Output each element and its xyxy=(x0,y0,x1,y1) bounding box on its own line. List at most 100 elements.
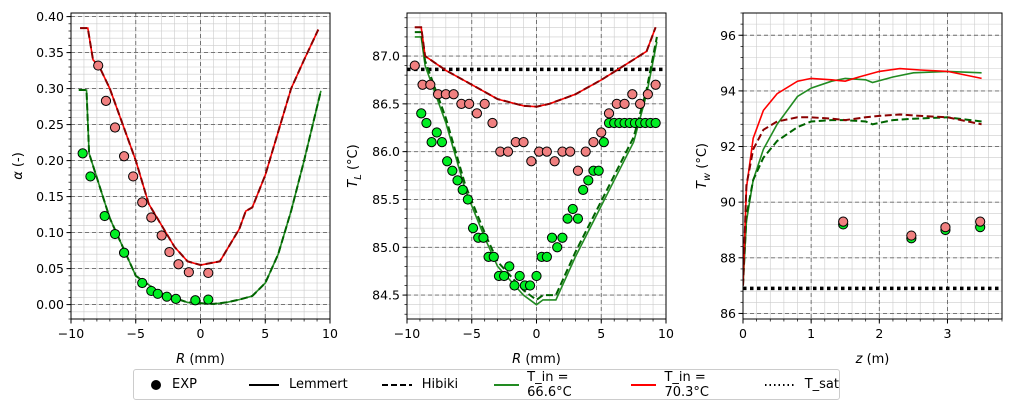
exp-point-mgreen xyxy=(567,203,578,215)
x-tick-label: 2 xyxy=(875,326,883,341)
legend-tin1-label: T_in = 66.6°C xyxy=(527,369,572,400)
exp-point-mgreen xyxy=(436,136,448,148)
legend-hibiki-line xyxy=(381,383,412,386)
y-axis-label: α (-) xyxy=(11,152,26,180)
exp-point-mgreen xyxy=(578,184,589,196)
exp-point-mred xyxy=(838,216,849,227)
y-tick-label: 0.40 xyxy=(36,9,64,24)
panel-2: −10 −5 0 5 10 84.5 85.0 85.5 86.0 86.5 87.0 R (mm) T… xyxy=(346,12,674,365)
y-tick-label: 90 xyxy=(720,195,736,210)
y-tick-label: 0.35 xyxy=(36,45,64,60)
exp-point-mgreen xyxy=(421,117,432,129)
x-tick-label: −10 xyxy=(394,326,420,341)
exp-point-mred xyxy=(627,89,638,100)
exp-point-mgreen xyxy=(457,184,468,196)
legend-lemmert: Lemmert xyxy=(248,377,348,392)
x-tick-label: 0 xyxy=(197,326,205,341)
axes-frame xyxy=(742,12,1003,320)
exp-point-mred xyxy=(526,156,537,167)
legend-tin2-label: T_in = 70.3°C xyxy=(664,369,709,400)
exp-point-mred xyxy=(642,89,653,100)
legend-hibiki-label: Hibiki xyxy=(421,377,459,392)
legend-tin1: T_in = 66.6°C xyxy=(494,370,597,400)
legend-exp-marker xyxy=(151,379,161,390)
series-line-green-solid xyxy=(743,70,982,286)
x-tick-label: 0 xyxy=(533,326,541,341)
y-tick-label: 96 xyxy=(720,28,736,43)
exp-point-mred xyxy=(128,171,139,182)
y-tick-label: 0.25 xyxy=(36,117,64,132)
x-tick-label: −10 xyxy=(58,326,84,341)
exp-point-mgreen xyxy=(99,210,110,222)
exp-point-mgreen xyxy=(442,156,453,167)
x-tick-label: 10 xyxy=(322,326,338,341)
exp-point-mred xyxy=(541,146,552,157)
exp-point-mgreen xyxy=(552,242,563,253)
legend-exp-label: EXP xyxy=(172,377,197,392)
x-axis-label: R (mm) xyxy=(176,352,225,365)
series-line-dgreen-dashed xyxy=(743,116,982,286)
exp-point-mred xyxy=(906,230,917,241)
x-tick-label: 5 xyxy=(597,326,605,341)
x-tick-label: −5 xyxy=(127,326,145,341)
y-tick-label: 0.05 xyxy=(36,261,64,276)
exp-point-mgreen xyxy=(152,288,163,299)
y-tick-label: 0.30 xyxy=(36,81,64,96)
exp-point-mred xyxy=(502,146,514,157)
series-line-green-solid xyxy=(414,36,658,306)
exp-point-mgreen xyxy=(546,232,558,243)
exp-point-mgreen xyxy=(583,175,594,186)
exp-point-mgreen xyxy=(161,291,172,302)
y-tick-label: 0.20 xyxy=(36,153,64,168)
exp-point-mgreen xyxy=(650,117,661,129)
exp-point-mgreen xyxy=(557,232,568,243)
y-tick-label: 86.5 xyxy=(372,96,400,111)
series-line-dred-dashed xyxy=(743,113,982,286)
exp-point-mred xyxy=(156,230,167,241)
exp-point-mred xyxy=(464,98,475,109)
exp-point-mred xyxy=(409,60,420,71)
exp-point-mred xyxy=(109,122,121,133)
exp-point-mred xyxy=(183,267,194,278)
exp-point-mred xyxy=(975,216,986,227)
panel-1: −10 −5 0 5 10 0.00 0.05 0.10 0.15 0.20 0.25 0.30 0.3… xyxy=(11,9,338,365)
exp-point-mred xyxy=(650,79,661,90)
exp-point-mgreen xyxy=(499,270,510,282)
exp-point-mgreen xyxy=(452,175,463,186)
x-tick-label: 10 xyxy=(658,326,674,341)
legend-tsat-label: T_sat xyxy=(804,377,839,392)
y-tick-label: 86 xyxy=(720,306,736,321)
exp-point-mgreen xyxy=(509,280,520,291)
exp-point-mred xyxy=(164,246,175,258)
exp-point-mgreen xyxy=(109,228,121,240)
y-axis-label: TL (°C) xyxy=(346,144,364,187)
exp-point-mred xyxy=(603,108,615,119)
legend-tin2-line xyxy=(631,383,657,386)
plot-area xyxy=(77,27,322,306)
y-tick-label: 0.10 xyxy=(36,225,64,240)
y-tick-label: 87.0 xyxy=(372,49,400,64)
exp-point-mgreen xyxy=(462,194,473,205)
plot-area xyxy=(743,67,1002,291)
x-tick-label: 5 xyxy=(261,326,269,341)
exp-point-mred xyxy=(565,146,576,157)
exp-point-mgreen xyxy=(170,293,181,304)
exp-point-mgreen xyxy=(416,108,427,119)
exp-point-mred xyxy=(549,156,560,167)
exp-point-mgreen xyxy=(488,251,499,262)
exp-point-mgreen xyxy=(190,295,201,306)
legend-tsat-line xyxy=(764,383,795,386)
y-tick-label: 0.00 xyxy=(36,297,64,312)
legend-lemmert-line xyxy=(248,383,279,386)
legend-tin2: T_in = 70.3°C xyxy=(631,370,734,400)
exp-point-mgreen xyxy=(531,270,542,282)
exp-point-mred xyxy=(93,60,104,71)
exp-point-mgreen xyxy=(478,232,489,243)
legend-tin1-line xyxy=(494,383,520,386)
exp-point-mred xyxy=(518,136,529,148)
exp-point-mgreen xyxy=(467,223,479,234)
legend-exp: EXP xyxy=(148,377,197,392)
y-tick-label: 92 xyxy=(720,139,736,154)
plot-area xyxy=(407,26,666,306)
exp-point-mred xyxy=(425,79,436,90)
